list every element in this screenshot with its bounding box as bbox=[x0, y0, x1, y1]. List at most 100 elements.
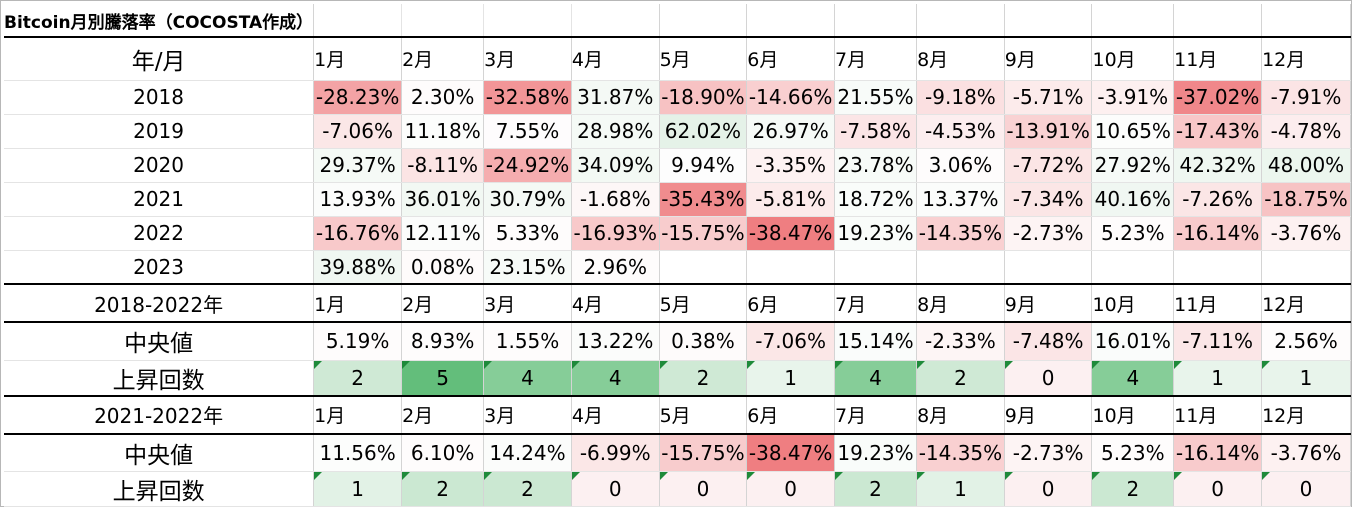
empty-cell[interactable] bbox=[746, 4, 835, 38]
empty-cell[interactable] bbox=[313, 4, 403, 38]
return-cell[interactable]: 2.30% bbox=[401, 80, 485, 115]
return-cell[interactable]: 23.15% bbox=[483, 250, 572, 285]
rise-count-cell[interactable]: 1 bbox=[1261, 360, 1351, 397]
rise-count-label[interactable]: 上昇回数 bbox=[4, 360, 315, 397]
return-cell[interactable] bbox=[1173, 250, 1263, 285]
return-cell[interactable]: -32.58% bbox=[483, 80, 572, 115]
return-cell[interactable]: 19.23% bbox=[834, 216, 918, 251]
rise-count-cell[interactable]: 0 bbox=[1004, 471, 1093, 507]
return-cell[interactable]: -7.91% bbox=[1261, 80, 1351, 115]
month-header-10[interactable]: 10月 bbox=[1091, 395, 1175, 435]
median-cell[interactable]: 14.24% bbox=[483, 433, 572, 472]
empty-cell[interactable] bbox=[1261, 4, 1351, 38]
rise-count-cell[interactable]: 2 bbox=[834, 471, 918, 507]
return-cell[interactable]: -7.34% bbox=[1004, 182, 1093, 217]
month-header-10[interactable]: 10月 bbox=[1091, 36, 1175, 81]
month-header-11[interactable]: 11月 bbox=[1173, 284, 1263, 323]
rise-count-cell[interactable]: 2 bbox=[659, 360, 748, 397]
return-cell[interactable]: 9.94% bbox=[659, 148, 748, 183]
return-cell[interactable] bbox=[659, 250, 748, 285]
empty-cell[interactable] bbox=[483, 4, 572, 38]
month-header-12[interactable]: 12月 bbox=[1261, 36, 1351, 81]
month-header-12[interactable]: 12月 bbox=[1261, 395, 1351, 435]
median-cell[interactable]: 15.14% bbox=[834, 322, 918, 361]
median-cell[interactable]: -6.99% bbox=[571, 433, 660, 472]
rise-count-cell[interactable]: 0 bbox=[571, 471, 660, 507]
median-cell[interactable]: 2.56% bbox=[1261, 322, 1351, 361]
month-header-7[interactable]: 7月 bbox=[834, 284, 918, 323]
rise-count-cell[interactable]: 1 bbox=[746, 360, 835, 397]
return-cell[interactable]: -7.58% bbox=[834, 114, 918, 149]
return-cell[interactable]: -15.75% bbox=[659, 216, 748, 251]
median-cell[interactable]: 5.19% bbox=[313, 322, 403, 361]
median-cell[interactable]: 16.01% bbox=[1091, 322, 1175, 361]
return-cell[interactable]: 5.23% bbox=[1091, 216, 1175, 251]
return-cell[interactable]: -5.71% bbox=[1004, 80, 1093, 115]
return-cell[interactable]: -14.35% bbox=[916, 216, 1005, 251]
month-header-9[interactable]: 9月 bbox=[1004, 395, 1093, 435]
return-cell[interactable]: 5.33% bbox=[483, 216, 572, 251]
return-cell[interactable]: -13.91% bbox=[1004, 114, 1093, 149]
rise-count-cell[interactable]: 0 bbox=[659, 471, 748, 507]
return-cell[interactable]: 62.02% bbox=[659, 114, 748, 149]
return-cell[interactable]: 12.11% bbox=[401, 216, 485, 251]
return-cell[interactable]: -2.73% bbox=[1004, 216, 1093, 251]
year-label[interactable]: 2018 bbox=[4, 80, 315, 115]
month-header-11[interactable]: 11月 bbox=[1173, 36, 1263, 81]
year-label[interactable]: 2022 bbox=[4, 216, 315, 251]
median-cell[interactable]: 5.23% bbox=[1091, 433, 1175, 472]
month-header-4[interactable]: 4月 bbox=[571, 284, 660, 323]
return-cell[interactable]: -17.43% bbox=[1173, 114, 1263, 149]
return-cell[interactable]: -16.14% bbox=[1173, 216, 1263, 251]
median-cell[interactable]: 0.38% bbox=[659, 322, 748, 361]
median-cell[interactable]: 1.55% bbox=[483, 322, 572, 361]
return-cell[interactable]: 11.18% bbox=[401, 114, 485, 149]
rise-count-cell[interactable]: 4 bbox=[834, 360, 918, 397]
return-cell[interactable]: -4.53% bbox=[916, 114, 1005, 149]
month-header-6[interactable]: 6月 bbox=[746, 395, 835, 435]
return-cell[interactable]: 23.78% bbox=[834, 148, 918, 183]
month-header-6[interactable]: 6月 bbox=[746, 36, 835, 81]
rise-count-cell[interactable]: 4 bbox=[571, 360, 660, 397]
month-header-1[interactable]: 1月 bbox=[313, 284, 403, 323]
return-cell[interactable] bbox=[834, 250, 918, 285]
median-label[interactable]: 中央値 bbox=[4, 433, 315, 472]
month-header-10[interactable]: 10月 bbox=[1091, 284, 1175, 323]
median-cell[interactable]: 6.10% bbox=[401, 433, 485, 472]
median-cell[interactable]: -38.47% bbox=[746, 433, 835, 472]
month-header-3[interactable]: 3月 bbox=[483, 36, 572, 81]
return-cell[interactable]: -3.76% bbox=[1261, 216, 1351, 251]
return-cell[interactable]: 3.06% bbox=[916, 148, 1005, 183]
month-header-4[interactable]: 4月 bbox=[571, 395, 660, 435]
year-label[interactable]: 2019 bbox=[4, 114, 315, 149]
sheet-title[interactable]: Bitcoin月別騰落率（COCOSTA作成） bbox=[4, 4, 315, 38]
rise-count-cell[interactable]: 1 bbox=[1173, 360, 1263, 397]
return-cell[interactable]: 31.87% bbox=[571, 80, 660, 115]
month-header-12[interactable]: 12月 bbox=[1261, 284, 1351, 323]
rise-count-cell[interactable]: 4 bbox=[1091, 360, 1175, 397]
return-cell[interactable]: 30.79% bbox=[483, 182, 572, 217]
empty-cell[interactable] bbox=[834, 4, 918, 38]
return-cell[interactable]: -7.26% bbox=[1173, 182, 1263, 217]
median-cell[interactable]: -7.11% bbox=[1173, 322, 1263, 361]
rise-count-cell[interactable]: 0 bbox=[746, 471, 835, 507]
return-cell[interactable]: -7.72% bbox=[1004, 148, 1093, 183]
empty-cell[interactable] bbox=[1004, 4, 1093, 38]
median-cell[interactable]: -14.35% bbox=[916, 433, 1005, 472]
rise-count-cell[interactable]: 2 bbox=[401, 471, 485, 507]
empty-cell[interactable] bbox=[1173, 4, 1263, 38]
median-cell[interactable]: 8.93% bbox=[401, 322, 485, 361]
month-header-5[interactable]: 5月 bbox=[659, 284, 748, 323]
rise-count-cell[interactable]: 2 bbox=[1091, 471, 1175, 507]
return-cell[interactable]: -1.68% bbox=[571, 182, 660, 217]
empty-cell[interactable] bbox=[659, 4, 748, 38]
return-cell[interactable]: -16.76% bbox=[313, 216, 403, 251]
return-cell[interactable]: -28.23% bbox=[313, 80, 403, 115]
rise-count-cell[interactable]: 0 bbox=[1004, 360, 1093, 397]
section-label[interactable]: 2018-2022年 bbox=[4, 284, 315, 323]
empty-cell[interactable] bbox=[1091, 4, 1175, 38]
return-cell[interactable]: 18.72% bbox=[834, 182, 918, 217]
header-label[interactable]: 年/月 bbox=[4, 36, 315, 81]
month-header-1[interactable]: 1月 bbox=[313, 36, 403, 81]
return-cell[interactable]: -3.35% bbox=[746, 148, 835, 183]
